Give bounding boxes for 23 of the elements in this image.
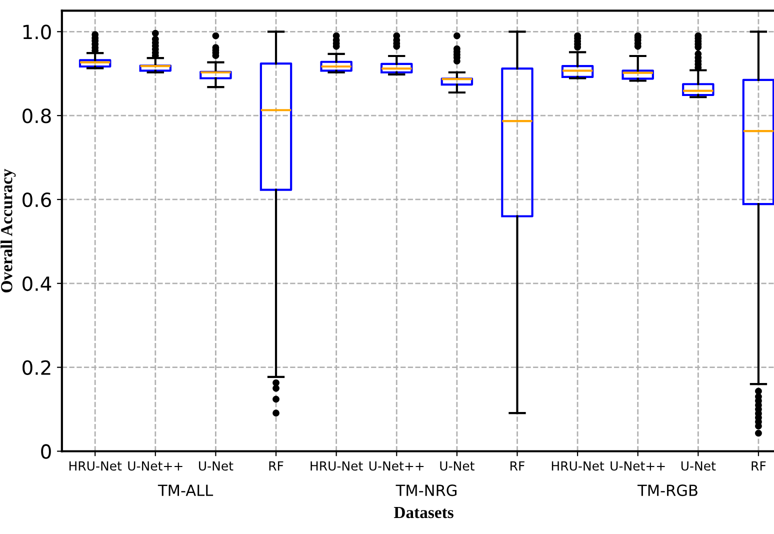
x-tick-label: U-Net++ bbox=[128, 461, 182, 471]
y-tick-label: 0.4 bbox=[22, 276, 52, 292]
y-tick-label: 0.6 bbox=[22, 192, 51, 208]
x-tick-label: RF bbox=[510, 461, 524, 470]
y-tick-label: 0.8 bbox=[22, 108, 51, 124]
y-axis-title: Overall Accuracy bbox=[0, 168, 16, 292]
x-tick-label: U-Net++ bbox=[369, 461, 424, 471]
x-tick-label: U-Net bbox=[681, 461, 716, 471]
x-tick-label: RF bbox=[752, 461, 766, 470]
x-tick-label: U-Net bbox=[440, 461, 474, 471]
text: TM-RGB bbox=[637, 484, 698, 496]
x-tick-label: HRU-Net bbox=[552, 461, 604, 471]
y-tick-label: 1.0 bbox=[23, 24, 51, 40]
x-tick-label: RF bbox=[269, 461, 284, 470]
x-tick-label: HRU-Net bbox=[69, 461, 122, 471]
x-tick-label: U-Net bbox=[198, 461, 234, 471]
y-tick-label: 0 bbox=[41, 444, 51, 459]
text: TM-NRG bbox=[396, 484, 456, 496]
x-tick-label: U-Net++ bbox=[610, 461, 665, 471]
x-axis-title: Datasets bbox=[394, 507, 454, 518]
y-tick-label: 0.2 bbox=[22, 360, 50, 375]
text: TM-ALL bbox=[158, 484, 214, 496]
x-tick-label: HRU-Net bbox=[310, 461, 363, 471]
